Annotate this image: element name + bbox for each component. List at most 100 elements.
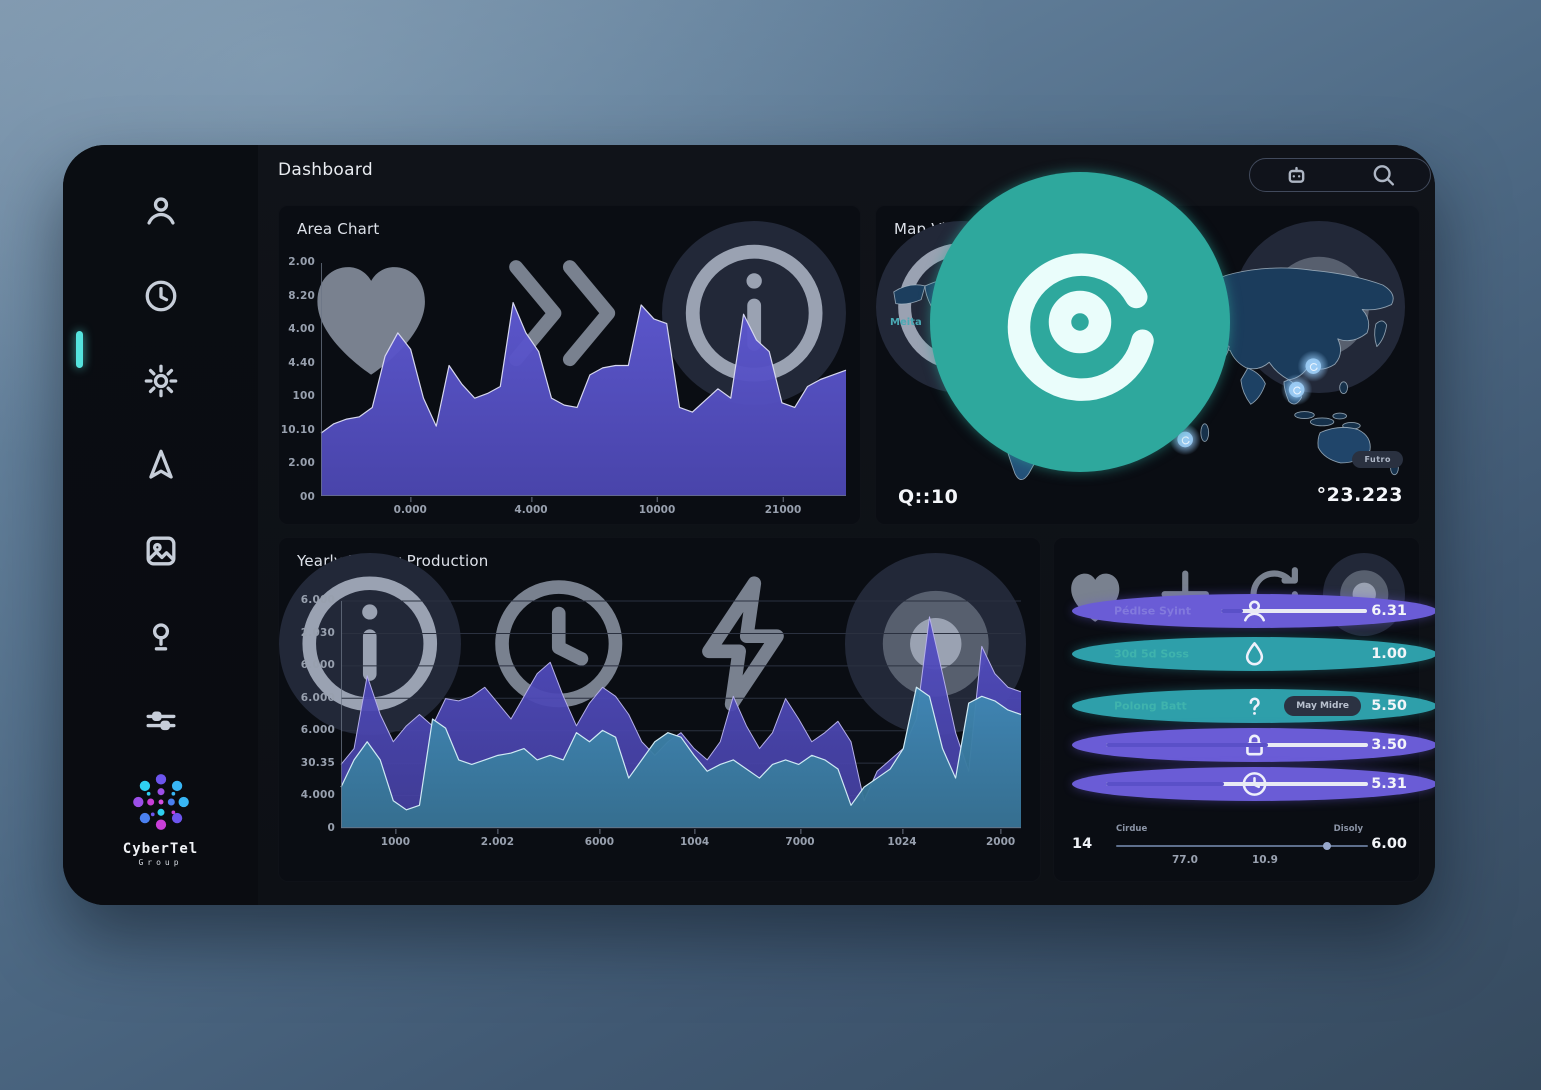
y-tick-label: 30.35 xyxy=(300,756,335,769)
sidebar-item-history[interactable] xyxy=(139,274,183,318)
page-title: Dashboard xyxy=(278,160,373,180)
dashboard-window: CyberTel Group Dashboard Area Chart 2.0 xyxy=(63,145,1435,905)
sidebar: CyberTel Group xyxy=(63,145,258,905)
y-tick-label: 6.000 xyxy=(300,659,335,672)
brand-name: CyberTel xyxy=(122,841,199,857)
stat-label: Pédlse Syint xyxy=(1114,604,1191,618)
area-chart-title: Area Chart xyxy=(297,220,380,238)
progress-fill xyxy=(1106,782,1224,786)
active-nav-indicator xyxy=(76,331,83,368)
brand-subtitle: Group xyxy=(138,858,183,867)
drop-icon xyxy=(1072,637,1435,671)
yearly-chart-x-axis: 1000 2.002 6000 1004 7000 1024 2000 xyxy=(341,829,1021,852)
y-tick-label: 6.000 xyxy=(300,594,335,606)
y-tick-label: 2.030 xyxy=(300,626,335,639)
clock-icon xyxy=(139,274,183,318)
stat-chip: May Midre xyxy=(1284,696,1361,716)
map-marker[interactable] xyxy=(1281,373,1313,406)
x-axis-line xyxy=(341,827,1021,828)
map-legend: Meita xyxy=(890,172,1230,472)
map-coordinate-value: °23.223 xyxy=(1316,484,1403,506)
stat-row: 5.31 xyxy=(1054,767,1435,801)
sidebar-item-settings[interactable] xyxy=(139,359,183,403)
slider-label-left: Cirdue xyxy=(1116,824,1148,834)
slider-tick: 10.9 xyxy=(1252,854,1278,866)
map-marker[interactable] xyxy=(1297,350,1329,382)
x-tick-label: 7000 xyxy=(785,829,815,848)
stat-footer: 14 Cirdue Disoly 77.0 10.9 6.00 xyxy=(1054,824,1419,876)
swirl-icon[interactable] xyxy=(929,172,1230,472)
y-tick-label: 6.000 xyxy=(300,724,335,737)
main-content: Dashboard Area Chart 2.00 8.20 4.00 4.40 100… xyxy=(258,145,1435,905)
y-tick-label: 4.40 xyxy=(288,356,315,369)
panel-area-chart: Area Chart 2.00 8.20 4.00 4.40 100 10.10 2.00 0… xyxy=(278,205,861,525)
y-tick-label: 00 xyxy=(299,490,315,503)
stat-row: 30d 5d Soss 1.00 xyxy=(1054,637,1435,671)
y-tick-label: 2.00 xyxy=(288,256,315,268)
slider-tick: 77.0 xyxy=(1172,854,1198,866)
y-tick-label: 8.20 xyxy=(288,289,315,302)
stat-row: Polong Batt May Midre 5.50 xyxy=(1054,689,1435,723)
user-icon xyxy=(139,189,183,233)
area-chart-canvas xyxy=(321,263,846,496)
panel-stats: Pédlse Syint 6.31 30d 5d Soss 1.00 Polon… xyxy=(1053,537,1435,882)
question-icon xyxy=(1072,689,1435,723)
x-tick-label: 6000 xyxy=(584,829,615,848)
progress-bar xyxy=(1221,609,1367,613)
y-axis-line xyxy=(321,263,322,496)
stat-label: Polong Batt xyxy=(1114,699,1187,713)
y-tick-label: 0 xyxy=(327,821,335,834)
panel-map-view: Map View xyxy=(875,172,1420,525)
footer-left-value: 14 xyxy=(1072,836,1093,852)
x-tick-label: 10000 xyxy=(638,497,676,516)
y-tick-label: 6.000 xyxy=(300,691,335,704)
pin-icon xyxy=(139,614,183,658)
sidebar-item-navigation[interactable] xyxy=(139,444,183,488)
slider-handle[interactable] xyxy=(1322,842,1331,850)
sidebar-item-profile[interactable] xyxy=(139,189,183,233)
search-input[interactable] xyxy=(1332,168,1348,182)
footer-value: 6.00 xyxy=(1371,836,1407,852)
x-tick-label: 0.000 xyxy=(393,497,427,516)
progress-bar xyxy=(1106,782,1368,786)
stat-value: 6.31 xyxy=(1371,603,1407,619)
search-bar[interactable] xyxy=(1249,158,1431,192)
sidebar-item-filters[interactable] xyxy=(139,699,183,743)
y-tick-label: 4.00 xyxy=(288,323,315,336)
navigation-icon xyxy=(139,444,183,488)
progress-fill xyxy=(1106,743,1269,747)
stat-row: 3.50 xyxy=(1054,728,1435,762)
y-tick-label: 100 xyxy=(292,390,315,403)
stat-value: 1.00 xyxy=(1371,646,1407,662)
stat-value: 3.50 xyxy=(1371,737,1407,753)
x-tick-label: 1024 xyxy=(887,829,917,848)
gear-icon xyxy=(139,359,183,403)
yearly-chart-plot xyxy=(341,601,1021,828)
area-chart-x-axis: 0.000 4.000 10000 21000 xyxy=(321,497,846,520)
y-tick-label: 2.00 xyxy=(288,457,315,470)
sidebar-item-gallery[interactable] xyxy=(139,529,183,573)
x-tick-label: 4.000 xyxy=(514,497,548,516)
slider-label-right: Disoly xyxy=(1333,824,1363,834)
stat-label: 30d 5d Soss xyxy=(1114,647,1189,661)
x-tick-label: 21000 xyxy=(764,497,802,516)
x-tick-label: 1004 xyxy=(679,829,710,848)
progress-bar xyxy=(1106,743,1368,747)
sidebar-item-location[interactable] xyxy=(139,614,183,658)
area-chart-plot xyxy=(321,263,846,496)
x-axis-line xyxy=(321,495,846,496)
yearly-header-icons xyxy=(279,553,1026,735)
progress-fill xyxy=(1221,609,1243,613)
panel-yearly-energy: Yearly Energy Production 6.0002.0306.000… xyxy=(278,537,1041,882)
sidebar-nav xyxy=(63,189,258,784)
map-badge: Futro xyxy=(1352,451,1403,468)
stat-value: 5.50 xyxy=(1371,698,1407,714)
y-tick-label: 10.10 xyxy=(280,423,315,436)
yearly-chart-canvas xyxy=(341,601,1021,828)
robot-icon xyxy=(1261,159,1332,191)
search-icon[interactable] xyxy=(1348,159,1419,191)
x-tick-label: 2000 xyxy=(985,829,1016,848)
slider-track[interactable] xyxy=(1116,842,1368,850)
cybertel-logo xyxy=(132,774,189,830)
